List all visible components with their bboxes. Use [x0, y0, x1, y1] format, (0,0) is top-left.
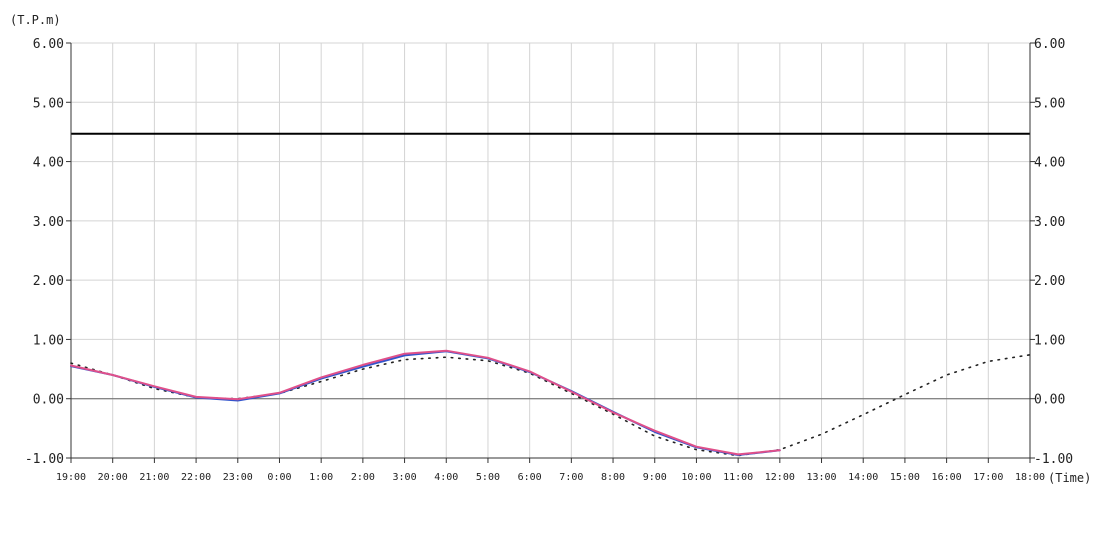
x-tick-label: 11:00 [723, 472, 753, 483]
y-tick-label-left: 2.00 [33, 274, 64, 289]
x-tick-label: 12:00 [765, 472, 795, 483]
y-tick-label-right: 1.00 [1034, 333, 1065, 348]
x-tick-label: 21:00 [139, 472, 169, 483]
x-tick-label: 20:00 [98, 472, 128, 483]
y-tick-label-left: 5.00 [33, 96, 64, 111]
x-tick-label: 7:00 [559, 472, 583, 483]
x-tick-label: 14:00 [848, 472, 878, 483]
y-tick-label-right: 0.00 [1034, 393, 1065, 408]
x-tick-label: 1:00 [309, 472, 333, 483]
x-tick-label: 13:00 [806, 472, 836, 483]
y-tick-label-left: 0.00 [33, 393, 64, 408]
y-tick-label-left: 6.00 [33, 37, 64, 52]
horizontal-gridlines [66, 42, 1035, 459]
x-tick-label: 17:00 [973, 472, 1003, 483]
y-axis-unit-label: (T.P.m) [10, 13, 61, 27]
y-tick-label-left: -1.00 [25, 452, 64, 467]
x-tick-label: 4:00 [434, 472, 458, 483]
left-tick-labels: 6.00 5.00 4.00 3.00 2.00 1.00 0.00 -1.00 [25, 37, 64, 467]
x-tick-label: 16:00 [932, 472, 962, 483]
series-layer [70, 349, 1031, 457]
y-tick-label-right: 5.00 [1034, 96, 1065, 111]
x-tick-label: 6:00 [518, 472, 542, 483]
y-tick-label-left: 4.00 [33, 156, 64, 171]
x-tick-label: 9:00 [643, 472, 667, 483]
series-line-2 [70, 353, 1031, 457]
x-tick-label: 8:00 [601, 472, 625, 483]
y-tick-label-right: 2.00 [1034, 274, 1065, 289]
y-tick-label-right: -1.00 [1034, 452, 1073, 467]
x-tick-label: 22:00 [181, 472, 211, 483]
x-axis-unit-label: (Time) [1048, 471, 1091, 485]
y-tick-label-right: 4.00 [1034, 156, 1065, 171]
x-tick-label: 19:00 [56, 472, 86, 483]
vertical-gridlines [70, 43, 1031, 463]
x-tick-label: 5:00 [476, 472, 500, 483]
bottom-tick-labels: 19:00 20:00 21:00 22:00 23:00 0:00 1:00 2:00 3:0… [56, 472, 1045, 483]
x-tick-label: 0:00 [267, 472, 291, 483]
y-tick-label-right: 6.00 [1034, 37, 1065, 52]
series-line-0 [70, 350, 781, 456]
y-tick-label-left: 1.00 [33, 333, 64, 348]
x-tick-label: 2:00 [351, 472, 375, 483]
series-line-1 [70, 349, 781, 456]
x-tick-label: 15:00 [890, 472, 920, 483]
x-tick-label: 23:00 [223, 472, 253, 483]
y-tick-label-right: 3.00 [1034, 215, 1065, 230]
y-tick-label-left: 3.00 [33, 215, 64, 230]
x-tick-label: 3:00 [393, 472, 417, 483]
right-tick-labels: 6.00 5.00 4.00 3.00 2.00 1.00 0.00 -1.00 [1034, 37, 1073, 467]
x-tick-label: 18:00 [1015, 472, 1045, 483]
x-tick-label: 10:00 [681, 472, 711, 483]
